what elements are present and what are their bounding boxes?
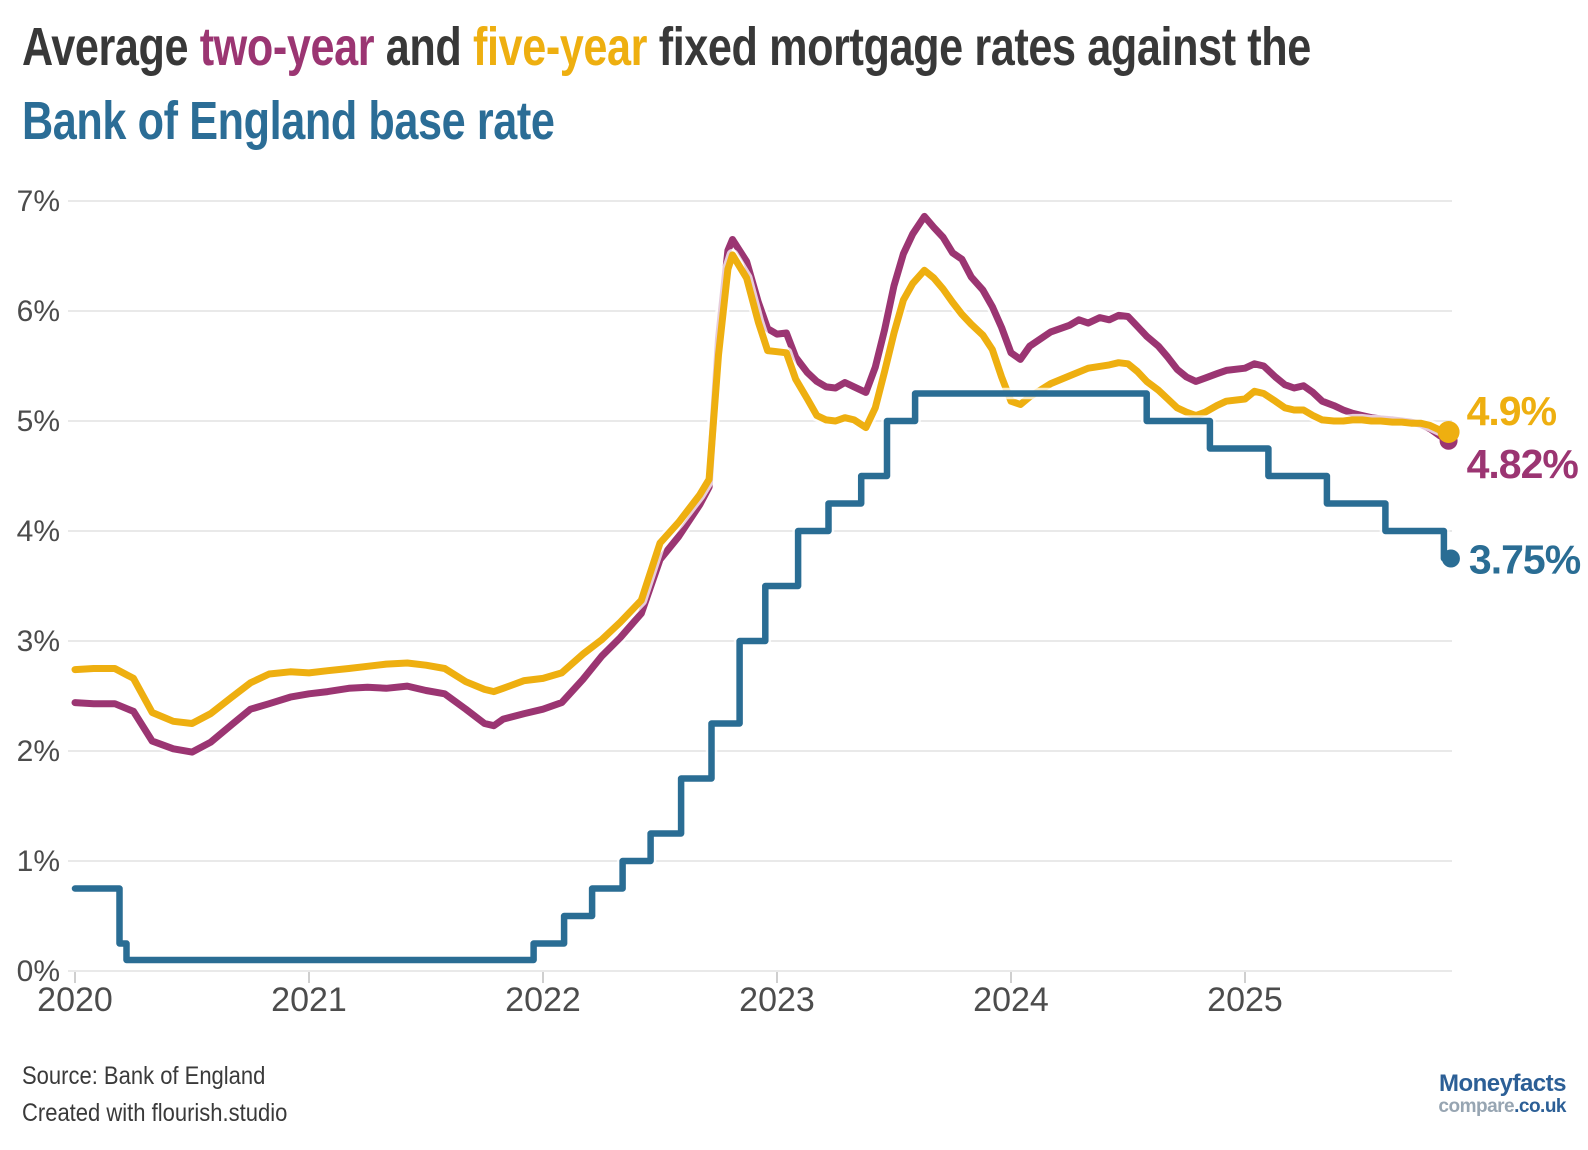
logo-tld-text: .co.uk	[1514, 1096, 1566, 1117]
chart-title-line-1: Average two-year and five-year fixed mor…	[22, 10, 1311, 84]
x-axis-label-2024: 2024	[973, 981, 1049, 1019]
logo-suffix-text: compare.co.uk	[1438, 1097, 1566, 1116]
title-segment: Average	[22, 17, 200, 77]
x-axis-label-2025: 2025	[1207, 981, 1283, 1019]
end-label-two_year: 4.82%	[1467, 441, 1579, 487]
logo-brand-text: Moneyfacts	[1438, 1070, 1567, 1097]
credit-text: Created with flourish.studio	[22, 1099, 288, 1127]
chart-title: Average two-year and five-year fixed mor…	[22, 10, 1311, 158]
series-line-base_rate	[71, 390, 1455, 964]
y-axis-label-7pct: 7%	[17, 185, 60, 218]
chart-title-line-2: Bank of England base rate	[22, 84, 1311, 158]
y-axis-label-5pct: 5%	[17, 405, 60, 438]
title-segment: and	[374, 17, 473, 77]
y-axis-label-2pct: 2%	[17, 735, 60, 768]
y-axis-label-1pct: 1%	[17, 845, 60, 878]
y-axis-label-6pct: 6%	[17, 295, 60, 328]
y-axis-label-4pct: 4%	[17, 515, 60, 548]
series-line-five_year	[71, 251, 1453, 727]
end-label-five_year: 4.9%	[1467, 388, 1557, 434]
end-label-base_rate: 3.75%	[1469, 537, 1581, 583]
logo-compare-text: compare	[1438, 1096, 1515, 1117]
x-axis-label-2023: 2023	[739, 981, 815, 1019]
title-segment: five-year	[472, 17, 648, 77]
moneyfacts-logo: Moneyfacts compare.co.uk	[1438, 1070, 1567, 1117]
y-axis-label-3pct: 3%	[17, 625, 60, 658]
x-axis-label-2021: 2021	[271, 981, 347, 1019]
chart-footer: Source: Bank of England Created with flo…	[22, 1058, 287, 1132]
x-axis-label-2020: 2020	[37, 981, 113, 1019]
end-dot-five_year	[1437, 421, 1460, 443]
title-segment: Bank of England base rate	[22, 91, 555, 151]
x-axis-label-2022: 2022	[505, 981, 581, 1019]
y-axis-label-0pct: 0%	[17, 955, 60, 988]
title-segment: two-year	[199, 17, 375, 77]
source-text: Source: Bank of England	[22, 1062, 266, 1090]
series-line-two_year	[71, 212, 1453, 756]
end-dot-base_rate	[1441, 549, 1460, 568]
title-segment: fixed mortgage rates against the	[647, 17, 1312, 77]
